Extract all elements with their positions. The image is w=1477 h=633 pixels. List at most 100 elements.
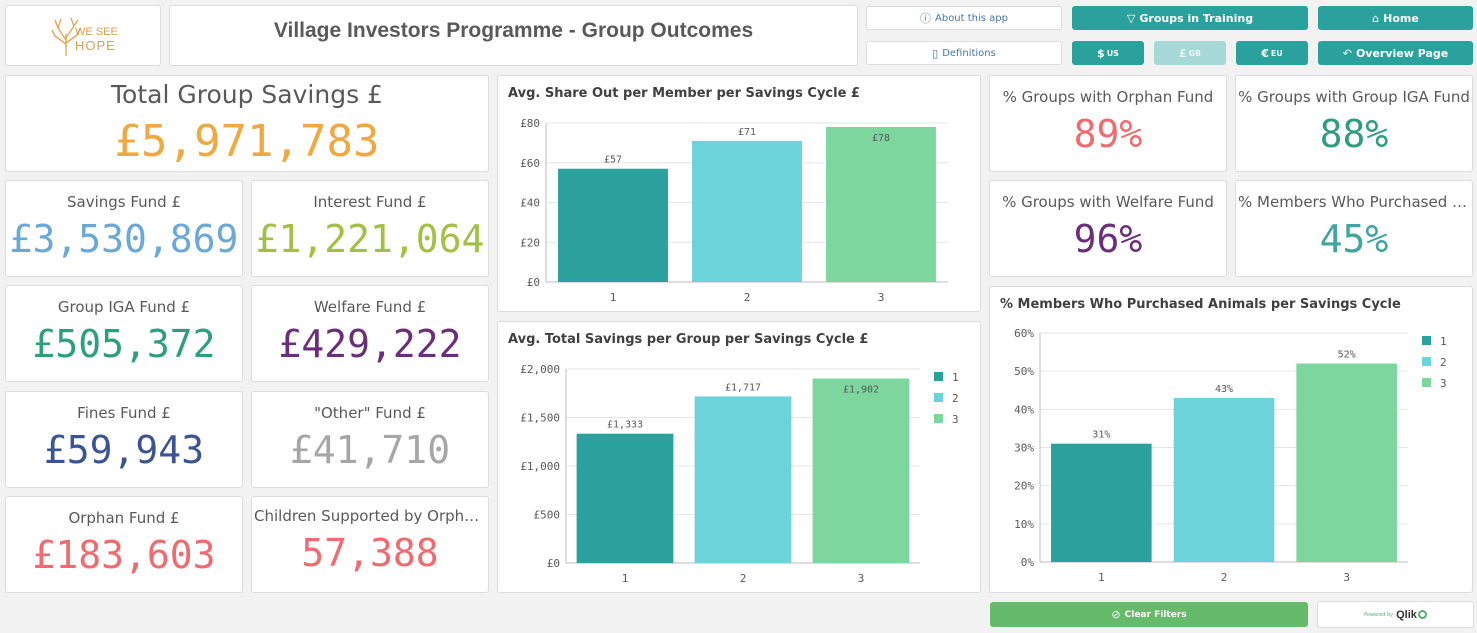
y-tick-label: 40% [1014,403,1034,416]
bar[interactable] [1173,397,1275,562]
data-label: £57 [604,155,622,166]
y-tick-label: £0 [527,276,540,289]
qlik-badge[interactable]: Powered by Qlik [1317,601,1474,628]
clear-filter-icon: ⊘ [1111,608,1121,621]
page-title: Village Investors Programme - Group Outc… [273,19,754,42]
kpi-value: 96% [1073,217,1143,261]
chart-animals[interactable]: % Members Who Purchased Animals per Savi… [989,286,1473,593]
y-tick-label: £40 [520,197,540,210]
legend-swatch [1422,336,1431,345]
bar[interactable] [826,126,936,282]
data-label: 31% [1092,430,1110,441]
kpi-value: £429,222 [278,322,462,366]
kpi-label: % Groups with Welfare Fund [1002,193,1214,211]
bar[interactable] [692,140,802,282]
kpi-iga-fund[interactable]: Group IGA Fund £ £505,372 [5,285,243,382]
data-label: £1,333 [607,420,643,431]
tree-logo-icon [51,17,81,56]
y-tick-label: 30% [1014,442,1034,455]
y-tick-label: 20% [1014,480,1034,493]
chart-title: Avg. Share Out per Member per Savings Cy… [508,86,860,101]
legend-label: 1 [952,371,959,384]
data-label: £78 [872,133,890,144]
kpi-label: Orphan Fund £ [68,509,180,527]
x-tick-label: 2 [744,291,751,304]
y-tick-label: £2,000 [520,363,560,376]
y-tick-label: 0% [1021,556,1035,569]
definitions-button[interactable]: ▯ Definitions [866,41,1062,65]
y-tick-label: £500 [534,509,561,522]
kpi-label: Interest Fund £ [313,193,427,211]
bar[interactable] [1051,443,1152,562]
kpi-savings-fund[interactable]: Savings Fund £ £3,530,869 [5,180,243,277]
x-tick-label: 2 [740,572,747,585]
legend-swatch [934,372,943,381]
kpi-interest-fund[interactable]: Interest Fund £ £1,221,064 [251,180,489,277]
currency-usd-button[interactable]: $ US [1072,41,1144,65]
x-tick-label: 1 [622,572,629,585]
kpi-pct-iga[interactable]: % Groups with Group IGA Fund 88% [1235,75,1473,172]
x-tick-label: 2 [1221,571,1228,584]
legend-label: 3 [1440,377,1447,390]
kpi-label: % Groups with Group IGA Fund [1238,88,1470,106]
bar[interactable] [812,378,910,563]
y-tick-label: £0 [547,557,560,570]
chart-share-out[interactable]: Avg. Share Out per Member per Savings Cy… [497,75,981,312]
legend-swatch [1422,357,1431,366]
kpi-pct-welfare[interactable]: % Groups with Welfare Fund 96% [989,180,1227,277]
animals-bar-chart[interactable]: 0% 10% 20% 30% 40% 50% 60% 31% 1 43% 2 52% 3 1 2 3 [990,319,1472,591]
bar[interactable] [576,433,674,563]
legend-swatch [934,414,943,423]
home-icon: ⌂ [1372,11,1380,25]
data-label: £1,902 [843,385,879,396]
share-out-bar-chart[interactable]: £0 £20 £40 £60 £80 £57 1 £71 2 £78 3 [498,108,980,308]
x-tick-label: 1 [1098,571,1105,584]
info-icon: ⓘ [920,12,931,25]
y-tick-label: £20 [520,236,540,249]
y-tick-label: 60% [1014,327,1034,340]
total-savings-bar-chart[interactable]: £0 £500 £1,000 £1,500 £2,000 £1,333 1 £1,717 2 £1… [498,354,980,590]
bar[interactable] [1296,363,1397,562]
data-label: £1,717 [725,382,761,393]
logo-card: WE SEE HOPE [5,5,161,66]
x-tick-label: 1 [610,291,617,304]
overview-page-button[interactable]: ↶ Overview Page [1318,41,1473,65]
chart-total-savings[interactable]: Avg. Total Savings per Group per Savings… [497,321,981,593]
kpi-other-fund[interactable]: "Other" Fund £ £41,710 [251,391,489,488]
kpi-label: Total Group Savings £ [111,80,383,109]
kpi-value: £505,372 [32,322,216,366]
y-tick-label: £1,500 [520,412,560,425]
bar[interactable] [558,168,668,282]
kpi-pct-orphan[interactable]: % Groups with Orphan Fund 89% [989,75,1227,172]
groups-in-training-button[interactable]: ▽ Groups in Training [1072,6,1308,30]
kpi-fines-fund[interactable]: Fines Fund £ £59,943 [5,391,243,488]
currency-gbp-button[interactable]: £ GB [1154,41,1226,65]
data-label: 43% [1215,384,1233,395]
kpi-value: 88% [1319,112,1389,156]
kpi-value: 89% [1073,112,1143,156]
kpi-value: 45% [1319,217,1389,261]
home-button[interactable]: ⌂ Home [1318,6,1473,30]
x-tick-label: 3 [878,291,885,304]
book-icon: ▯ [932,46,939,60]
kpi-label: % Groups with Orphan Fund [1002,88,1214,106]
bar[interactable] [694,396,792,563]
title-card: Village Investors Programme - Group Outc… [169,5,858,66]
about-button[interactable]: ⓘ About this app [866,6,1062,30]
kpi-total-savings[interactable]: Total Group Savings £ £5,971,783 [5,75,489,172]
chart-title: % Members Who Purchased Animals per Savi… [1000,297,1401,312]
kpi-label: Savings Fund £ [66,193,182,211]
kpi-orphan-fund[interactable]: Orphan Fund £ £183,603 [5,496,243,593]
kpi-pct-animals[interactable]: % Members Who Purchased A... 45% [1235,180,1473,277]
kpi-value: £59,943 [43,428,205,472]
legend-label: 1 [1440,335,1447,348]
y-tick-label: £60 [520,157,540,170]
kpi-children-supported[interactable]: Children Supported by Orpha... 57,388 [251,496,489,593]
kpi-welfare-fund[interactable]: Welfare Fund £ £429,222 [251,285,489,382]
legend-label: 3 [952,413,959,426]
kpi-value: £1,221,064 [255,217,485,261]
currency-eur-button[interactable]: € EU [1236,41,1308,65]
logo-text-1: WE SEE [75,26,118,38]
back-arrow-icon: ↶ [1342,46,1352,60]
clear-filters-button[interactable]: ⊘ Clear Filters [990,602,1308,627]
